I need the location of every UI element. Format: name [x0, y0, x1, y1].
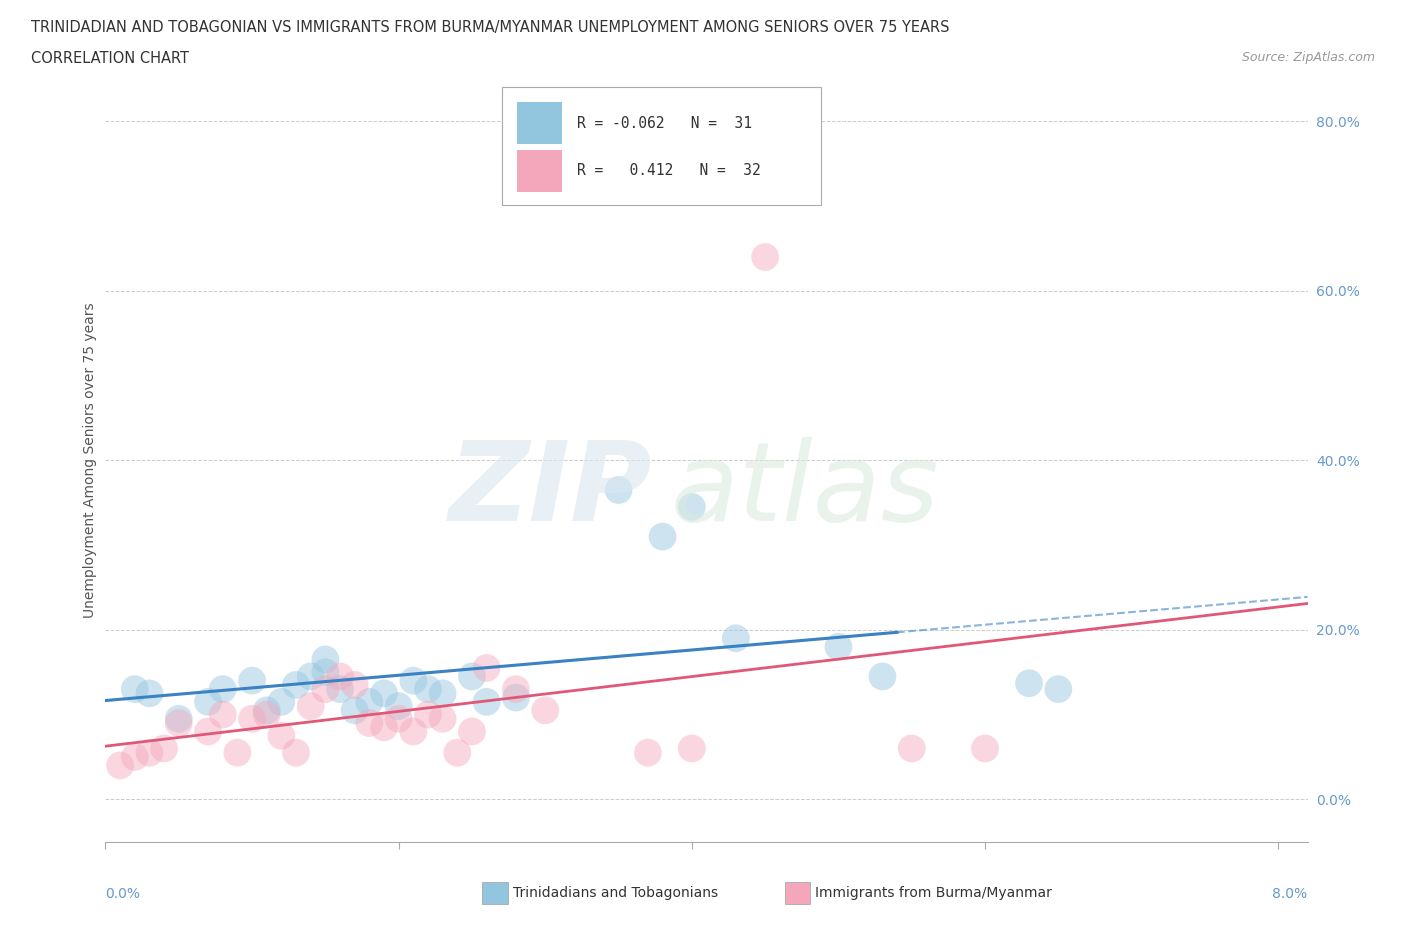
Text: Source: ZipAtlas.com: Source: ZipAtlas.com [1241, 51, 1375, 64]
Point [402, 724, 425, 739]
Point [197, 695, 219, 710]
Point [607, 483, 630, 498]
Point [754, 249, 776, 264]
Point [461, 669, 484, 684]
Point [256, 707, 278, 722]
Point [270, 695, 292, 710]
Point [1047, 682, 1070, 697]
Text: 0.0%: 0.0% [105, 887, 141, 901]
Point [416, 707, 439, 722]
Point [505, 690, 527, 705]
Text: atlas: atlas [671, 437, 939, 544]
Text: R = -0.062   N =  31: R = -0.062 N = 31 [576, 115, 752, 131]
Point [402, 673, 425, 688]
Point [329, 669, 352, 684]
Point [299, 669, 322, 684]
Point [373, 720, 395, 735]
Point [211, 682, 233, 697]
Point [651, 529, 673, 544]
Point [108, 758, 131, 773]
Point [343, 703, 366, 718]
Text: ZIP: ZIP [449, 437, 652, 544]
Y-axis label: Unemployment Among Seniors over 75 years: Unemployment Among Seniors over 75 years [83, 302, 97, 618]
Point [343, 677, 366, 692]
Point [974, 741, 997, 756]
Point [256, 703, 278, 718]
Text: TRINIDADIAN AND TOBAGONIAN VS IMMIGRANTS FROM BURMA/MYANMAR UNEMPLOYMENT AMONG S: TRINIDADIAN AND TOBAGONIAN VS IMMIGRANTS… [31, 20, 949, 35]
Point [285, 745, 308, 760]
Point [270, 728, 292, 743]
Point [534, 703, 557, 718]
Point [900, 741, 922, 756]
Point [373, 686, 395, 701]
Point [505, 682, 527, 697]
Point [167, 711, 190, 726]
Point [240, 711, 263, 726]
Point [359, 695, 381, 710]
Point [314, 682, 336, 697]
Point [446, 745, 468, 760]
Point [124, 750, 146, 764]
Text: Trinidadians and Tobagonians: Trinidadians and Tobagonians [513, 885, 718, 900]
Point [637, 745, 659, 760]
Point [461, 724, 484, 739]
Point [416, 682, 439, 697]
Point [226, 745, 249, 760]
Point [138, 686, 160, 701]
Point [872, 669, 894, 684]
Point [475, 695, 498, 710]
Point [299, 698, 322, 713]
Bar [516, 150, 562, 192]
FancyBboxPatch shape [502, 86, 821, 205]
Point [211, 707, 233, 722]
Point [1018, 676, 1040, 691]
Point [314, 665, 336, 680]
Point [138, 745, 160, 760]
Point [314, 652, 336, 667]
Bar [516, 102, 562, 144]
Point [681, 499, 703, 514]
Point [681, 741, 703, 756]
Point [240, 673, 263, 688]
Text: CORRELATION CHART: CORRELATION CHART [31, 51, 188, 66]
Point [432, 686, 454, 701]
Point [388, 698, 411, 713]
Text: 8.0%: 8.0% [1272, 887, 1308, 901]
Point [359, 715, 381, 730]
Point [475, 660, 498, 675]
Point [167, 715, 190, 730]
Point [724, 631, 747, 645]
Point [388, 711, 411, 726]
Point [329, 682, 352, 697]
Point [124, 682, 146, 697]
Point [432, 711, 454, 726]
Point [197, 724, 219, 739]
Point [827, 639, 849, 654]
Point [285, 677, 308, 692]
Text: R =   0.412   N =  32: R = 0.412 N = 32 [576, 163, 761, 178]
Text: Immigrants from Burma/Myanmar: Immigrants from Burma/Myanmar [815, 885, 1052, 900]
Point [153, 741, 176, 756]
